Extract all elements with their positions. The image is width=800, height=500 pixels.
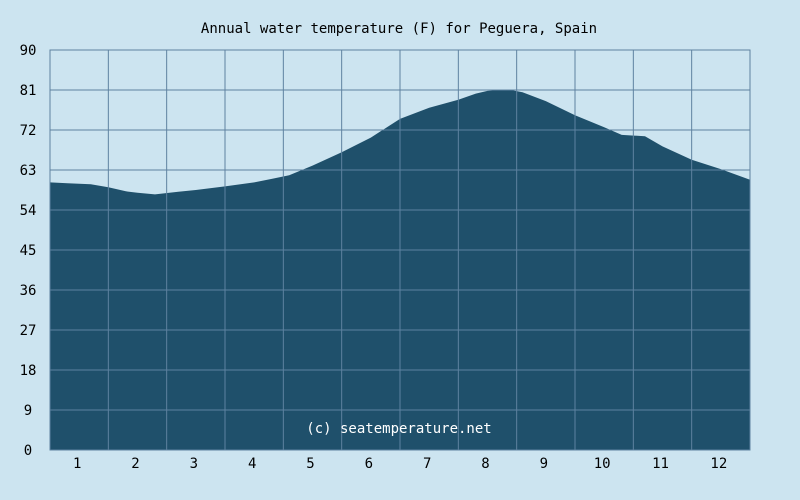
y-tick-label: 45	[20, 243, 37, 259]
chart-title: Annual water temperature (F) for Peguera…	[201, 21, 597, 37]
x-tick-label: 10	[594, 456, 611, 472]
y-tick-label: 9	[24, 403, 32, 419]
y-axis-ticks: 0 9 18 27 36 45 54 63 72 81 90	[20, 43, 37, 459]
x-axis-ticks: 1 2 3 4 5 6 7 8 9 10 11 12	[73, 456, 727, 472]
x-tick-label: 2	[131, 456, 139, 472]
y-tick-label: 90	[20, 43, 37, 59]
y-tick-label: 81	[20, 83, 37, 99]
x-tick-label: 5	[306, 456, 314, 472]
y-tick-label: 63	[20, 163, 37, 179]
y-tick-label: 36	[20, 283, 37, 299]
watermark: (c) seatemperature.net	[306, 421, 491, 437]
plot-frame	[49, 49, 751, 451]
x-tick-label: 6	[365, 456, 373, 472]
y-tick-label: 18	[20, 363, 37, 379]
y-tick-label: 27	[20, 323, 37, 339]
x-tick-label: 4	[248, 456, 256, 472]
x-tick-label: 11	[652, 456, 669, 472]
y-tick-label: 0	[24, 443, 32, 459]
x-tick-label: 7	[423, 456, 431, 472]
x-tick-label: 12	[710, 456, 727, 472]
x-tick-label: 9	[540, 456, 548, 472]
x-tick-label: 1	[73, 456, 81, 472]
y-tick-label: 54	[20, 203, 37, 219]
x-tick-label: 8	[481, 456, 489, 472]
y-tick-label: 72	[20, 123, 37, 139]
x-tick-label: 3	[190, 456, 198, 472]
